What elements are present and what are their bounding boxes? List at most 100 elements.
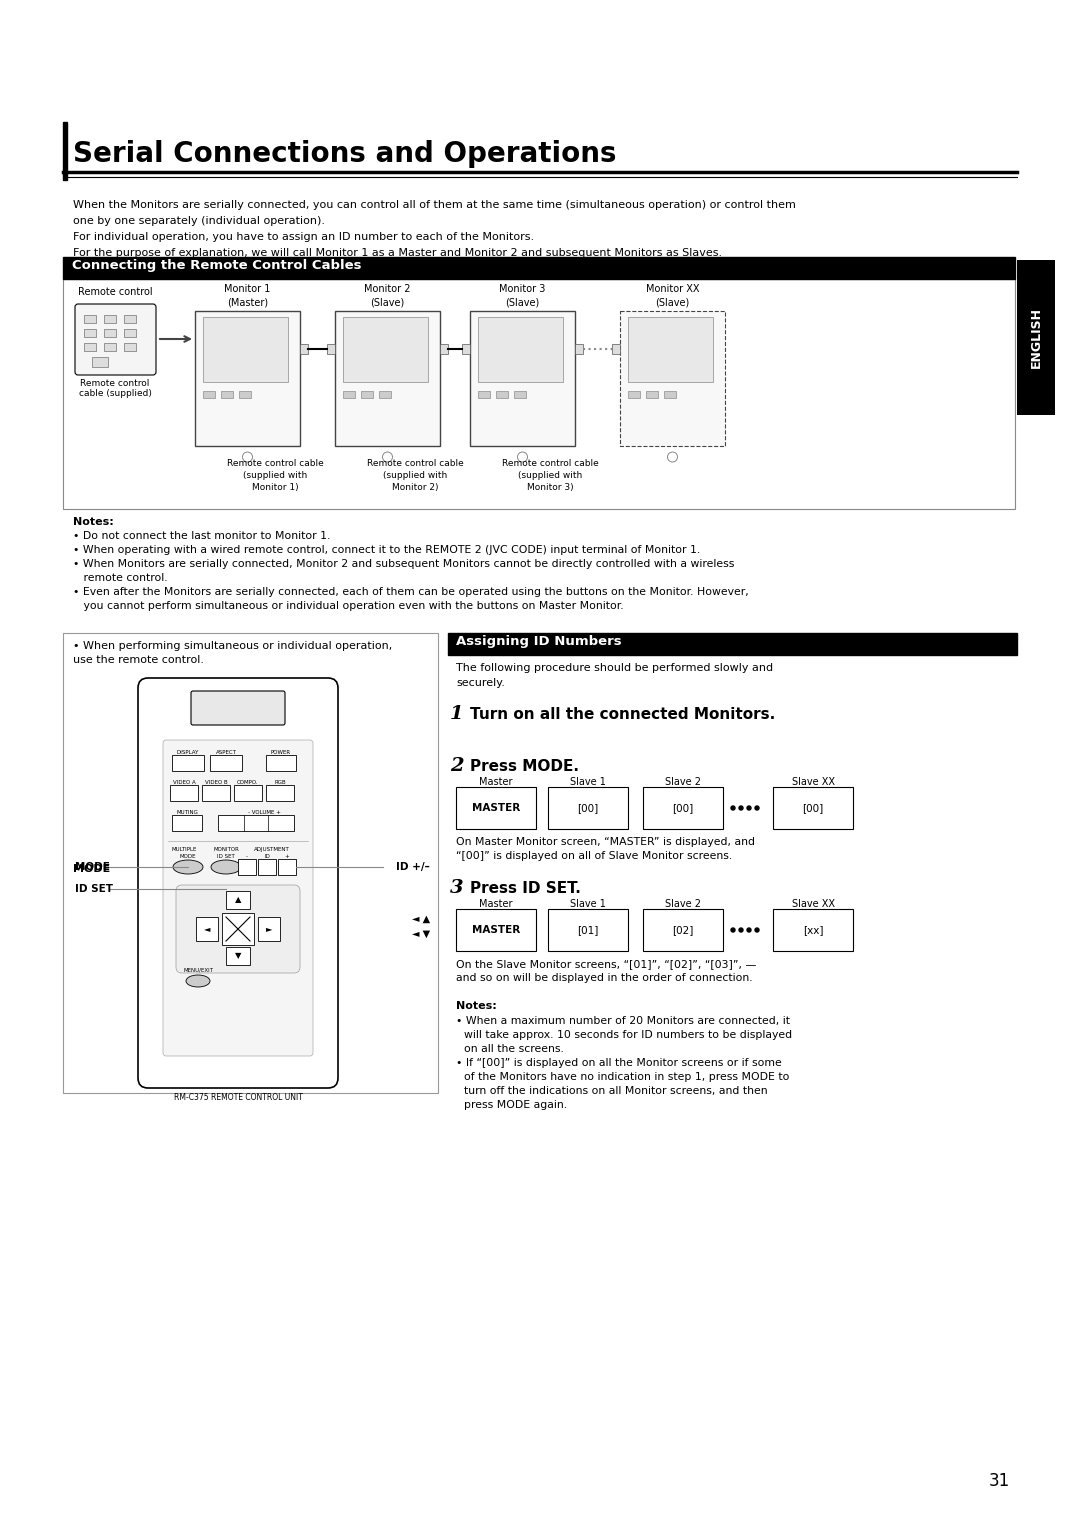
Text: • When operating with a wired remote control, connect it to the REMOTE 2 (JVC CO: • When operating with a wired remote con… xyxy=(73,544,700,555)
Bar xyxy=(379,391,391,398)
Bar xyxy=(203,391,215,398)
Text: Notes:: Notes: xyxy=(456,1001,497,1011)
Text: [02]: [02] xyxy=(673,925,693,936)
Bar xyxy=(104,315,116,323)
Bar xyxy=(124,329,136,336)
Bar xyxy=(221,391,233,398)
Bar xyxy=(172,755,204,771)
Text: [00]: [00] xyxy=(802,803,824,813)
Text: Serial Connections and Operations: Serial Connections and Operations xyxy=(73,141,617,168)
Ellipse shape xyxy=(211,859,241,875)
Bar xyxy=(266,784,294,801)
Circle shape xyxy=(739,806,743,810)
Text: Remote control cable
(supplied with
Monitor 1): Remote control cable (supplied with Moni… xyxy=(227,459,323,492)
Bar xyxy=(63,278,1015,509)
Text: Turn on all the connected Monitors.: Turn on all the connected Monitors. xyxy=(470,706,775,722)
Bar xyxy=(343,391,355,398)
Text: Monitor 1
(Master): Monitor 1 (Master) xyxy=(225,284,271,307)
Text: On Master Monitor screen, “MASTER” is displayed, and: On Master Monitor screen, “MASTER” is di… xyxy=(456,836,755,847)
Text: Slave 2: Slave 2 xyxy=(665,899,701,910)
Circle shape xyxy=(755,928,759,933)
Text: remote control.: remote control. xyxy=(73,573,167,583)
Text: When the Monitors are serially connected, you can control all of them at the sam: When the Monitors are serially connected… xyxy=(73,200,796,209)
Text: 2: 2 xyxy=(450,757,463,775)
Bar xyxy=(63,633,438,1093)
Text: Slave 1: Slave 1 xyxy=(570,777,606,787)
Bar xyxy=(172,815,202,830)
Bar xyxy=(361,391,373,398)
Text: MODE: MODE xyxy=(73,864,110,875)
Bar xyxy=(266,755,296,771)
Bar xyxy=(478,391,490,398)
Bar xyxy=(612,344,620,355)
Bar xyxy=(456,910,536,951)
Bar xyxy=(343,317,428,382)
Bar xyxy=(195,917,218,940)
FancyBboxPatch shape xyxy=(163,740,313,1057)
Bar xyxy=(462,344,470,355)
Bar xyxy=(1017,260,1055,414)
Text: ►: ► xyxy=(266,925,272,934)
Text: On the Slave Monitor screens, “[01]”, “[02]”, “[03]”, —: On the Slave Monitor screens, “[01]”, “[… xyxy=(456,959,756,969)
Bar xyxy=(63,257,1015,278)
Text: ▼: ▼ xyxy=(234,951,241,960)
Text: will take approx. 10 seconds for ID numbers to be displayed: will take approx. 10 seconds for ID numb… xyxy=(464,1031,792,1040)
Text: Press MODE.: Press MODE. xyxy=(470,758,579,774)
Bar xyxy=(63,122,67,180)
Text: Slave 2: Slave 2 xyxy=(665,777,701,787)
Text: • Even after the Monitors are serially connected, each of them can be operated u: • Even after the Monitors are serially c… xyxy=(73,587,748,596)
Bar xyxy=(92,356,108,367)
Text: ID SET: ID SET xyxy=(217,855,234,859)
Text: you cannot perform simultaneous or individual operation even with the buttons on: you cannot perform simultaneous or indiv… xyxy=(73,601,623,612)
Text: • When a maximum number of 20 Monitors are connected, it: • When a maximum number of 20 Monitors a… xyxy=(456,1015,789,1026)
Text: 3: 3 xyxy=(450,879,463,898)
Text: ENGLISH: ENGLISH xyxy=(1029,306,1042,367)
Text: ◄ ▲: ◄ ▲ xyxy=(411,914,430,924)
Text: MONITOR: MONITOR xyxy=(214,847,240,852)
Bar xyxy=(104,329,116,336)
Text: securely.: securely. xyxy=(456,677,504,688)
Text: press MODE again.: press MODE again. xyxy=(464,1099,567,1110)
Bar xyxy=(496,391,508,398)
Text: Monitor 3
(Slave): Monitor 3 (Slave) xyxy=(499,284,545,307)
Text: ID SET: ID SET xyxy=(75,884,113,894)
Bar xyxy=(627,317,713,382)
Bar xyxy=(448,633,1017,654)
Bar xyxy=(234,784,262,801)
Circle shape xyxy=(747,928,751,933)
Circle shape xyxy=(731,806,735,810)
Bar xyxy=(548,910,627,951)
Bar xyxy=(646,391,658,398)
Text: Monitor XX
(Slave): Monitor XX (Slave) xyxy=(646,284,699,307)
Bar xyxy=(620,310,725,446)
Bar xyxy=(773,910,853,951)
Text: Remote control
cable (supplied): Remote control cable (supplied) xyxy=(79,379,151,399)
Text: Master: Master xyxy=(480,777,513,787)
Bar xyxy=(478,317,563,382)
Bar xyxy=(210,755,242,771)
FancyBboxPatch shape xyxy=(191,691,285,725)
Bar xyxy=(278,859,296,875)
Text: MASTER: MASTER xyxy=(472,925,521,936)
Bar xyxy=(226,891,249,910)
Text: one by one separately (individual operation).: one by one separately (individual operat… xyxy=(73,216,325,226)
Text: +: + xyxy=(285,855,289,859)
FancyBboxPatch shape xyxy=(176,885,300,972)
Text: Remote control cable
(supplied with
Monitor 3): Remote control cable (supplied with Moni… xyxy=(501,459,598,492)
Text: [00]: [00] xyxy=(673,803,693,813)
Bar xyxy=(202,784,230,801)
Text: ◄: ◄ xyxy=(204,925,211,934)
Bar xyxy=(548,787,627,829)
Text: Press ID SET.: Press ID SET. xyxy=(470,881,581,896)
Text: The following procedure should be performed slowly and: The following procedure should be perfor… xyxy=(456,664,773,673)
Bar xyxy=(218,815,294,830)
Text: 31: 31 xyxy=(989,1472,1010,1489)
Text: For individual operation, you have to assign an ID number to each of the Monitor: For individual operation, you have to as… xyxy=(73,232,535,242)
Text: of the Monitors have no indication in step 1, press MODE to: of the Monitors have no indication in st… xyxy=(464,1072,789,1083)
Text: • Do not connect the last monitor to Monitor 1.: • Do not connect the last monitor to Mon… xyxy=(73,531,330,541)
Text: Master: Master xyxy=(480,899,513,910)
Text: • If “[00]” is displayed on all the Monitor screens or if some: • If “[00]” is displayed on all the Moni… xyxy=(456,1058,782,1067)
Text: • When performing simultaneous or individual operation,: • When performing simultaneous or indivi… xyxy=(73,641,392,651)
Text: RM-C375 REMOTE CONTROL UNIT: RM-C375 REMOTE CONTROL UNIT xyxy=(174,1093,302,1102)
Text: and so on will be displayed in the order of connection.: and so on will be displayed in the order… xyxy=(456,972,753,983)
